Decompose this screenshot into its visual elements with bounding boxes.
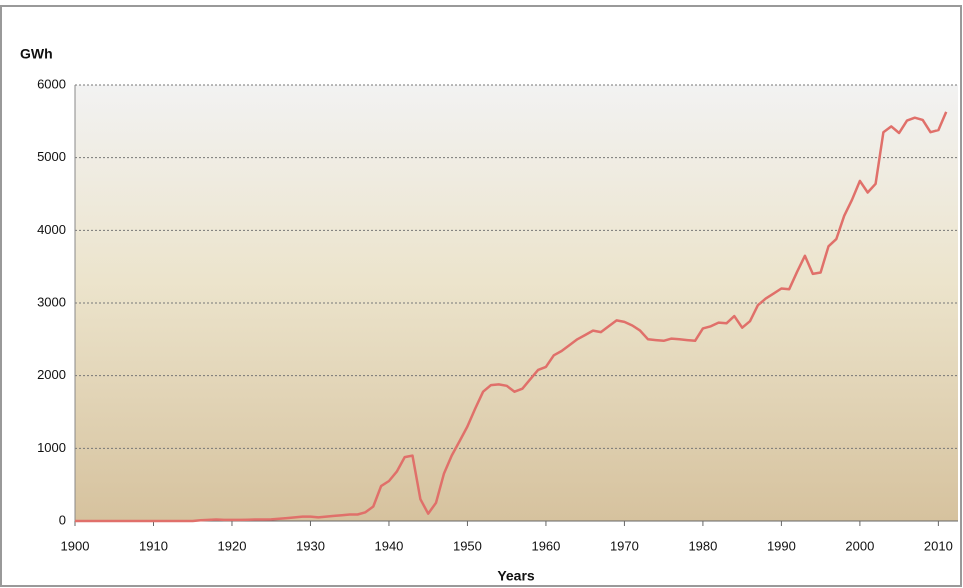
line-series [75, 111, 948, 523]
x-tick-label: 1980 [688, 538, 717, 553]
y-tick-label: 3000 [37, 294, 66, 309]
x-tick-label: 1970 [610, 538, 639, 553]
y-tick-label: 0 [59, 512, 66, 527]
y-tick-label: 6000 [37, 76, 66, 91]
y-tick-label: 5000 [37, 149, 66, 164]
y-tick-label: 4000 [37, 222, 66, 237]
x-tick-label: 1900 [61, 538, 90, 553]
y-tick-label: 1000 [37, 440, 66, 455]
x-tick-label: 2000 [845, 538, 874, 553]
x-tick-label: 1990 [767, 538, 796, 553]
x-axis-label: Years [497, 568, 535, 584]
x-tick-label: 1910 [139, 538, 168, 553]
y-axis-label: GWh [20, 46, 53, 62]
x-tick-label: 1940 [374, 538, 403, 553]
x-tick-label: 1960 [531, 538, 560, 553]
x-tick-label: 1920 [218, 538, 247, 553]
x-tick-label: 1950 [453, 538, 482, 553]
x-tick-label: 1930 [296, 538, 325, 553]
x-tick-label: 2010 [924, 538, 953, 553]
y-tick-label: 2000 [37, 367, 66, 382]
